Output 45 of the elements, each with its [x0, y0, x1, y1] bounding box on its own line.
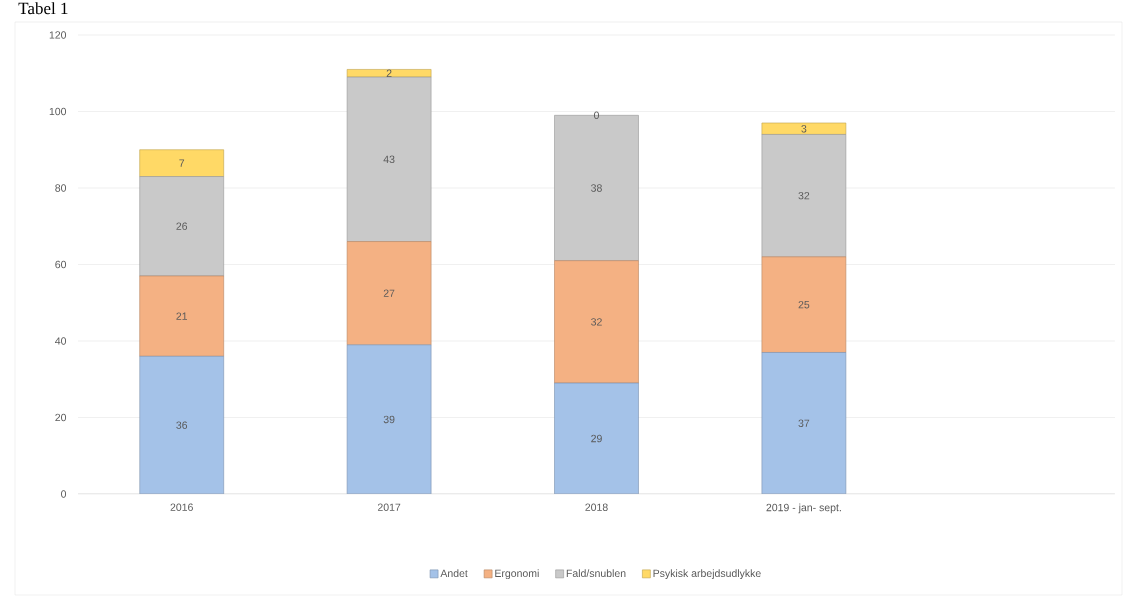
- y-tick-label: 20: [55, 413, 67, 422]
- y-tick-label: 100: [49, 107, 67, 116]
- data-label: 27: [383, 289, 395, 297]
- legend-label: Andet: [440, 569, 468, 578]
- bar: [139, 176, 224, 277]
- data-label: 0: [593, 111, 600, 120]
- data-label: 26: [176, 222, 188, 230]
- x-tick-label: 2019 - jan- sept.: [766, 503, 841, 514]
- data-label: 36: [176, 421, 188, 429]
- bar: [346, 241, 432, 346]
- data-label: 39: [383, 415, 395, 424]
- chart-title: Tabel 1: [18, 2, 68, 15]
- bar: [761, 256, 847, 353]
- bar: [554, 382, 639, 494]
- x-tick-label: 2018: [585, 503, 608, 511]
- data-label: 29: [591, 434, 602, 443]
- data-label: 7: [179, 159, 185, 167]
- legend-label: Ergonomi: [495, 569, 539, 580]
- data-label: 32: [591, 318, 602, 326]
- y-tick-label: 120: [49, 31, 67, 39]
- data-label: 25: [798, 300, 810, 309]
- bar: [139, 149, 224, 177]
- data-label: 3: [801, 125, 807, 133]
- y-tick-label: 40: [55, 337, 67, 345]
- data-label: 2: [386, 69, 392, 77]
- data-label: 21: [176, 312, 188, 320]
- bar: [139, 275, 224, 357]
- bar: [554, 260, 639, 384]
- bar: [346, 76, 432, 242]
- x-tick-label: 2016: [170, 503, 193, 511]
- x-tick-label: 2017: [377, 503, 401, 511]
- data-label: 32: [798, 191, 810, 200]
- bar: [761, 122, 847, 135]
- bar: [761, 352, 847, 494]
- bar: [761, 134, 847, 258]
- bar: [346, 344, 432, 494]
- y-tick-label: 60: [55, 260, 67, 269]
- legend-label: Psykisk arbejdsudlykke: [653, 569, 761, 580]
- data-label: 38: [591, 184, 602, 192]
- y-tick-label: 80: [55, 184, 67, 192]
- bar: [139, 356, 224, 494]
- legend-label: Fald/snublen: [566, 569, 626, 578]
- data-label: 37: [798, 419, 810, 427]
- y-tick-label: 0: [61, 490, 67, 498]
- data-label: 43: [383, 155, 395, 164]
